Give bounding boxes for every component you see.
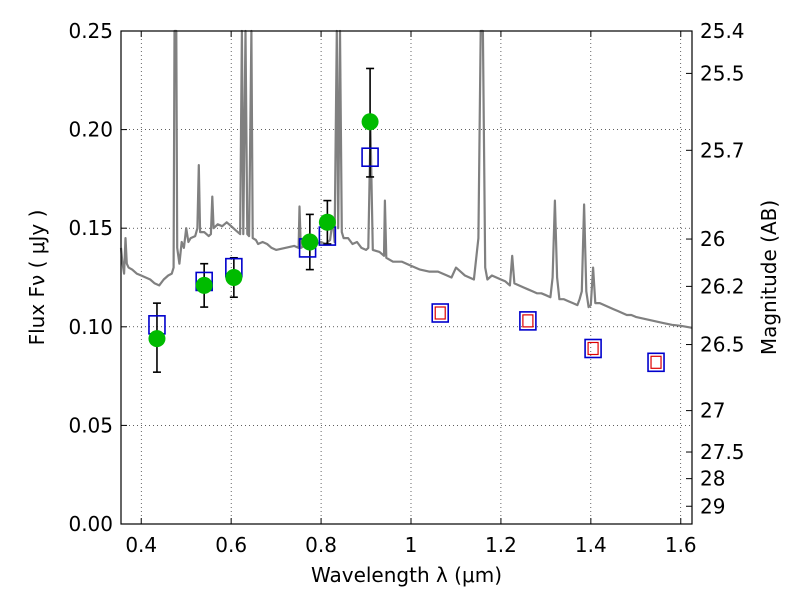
observed-photometry <box>148 113 379 348</box>
right-tick-label: 26 <box>700 227 725 251</box>
y-tick-label: 0.25 <box>68 19 113 43</box>
axis-ticks <box>121 30 692 525</box>
model-spectrum-line <box>119 29 693 329</box>
y-tick-label: 0.10 <box>68 315 113 339</box>
y-tick-label: 0.05 <box>68 413 113 437</box>
x-tick-label: 1.6 <box>665 533 697 557</box>
y-tick-label: 0.15 <box>68 216 113 240</box>
x-tick-label: 1.2 <box>485 533 517 557</box>
synthetic-square <box>361 147 379 168</box>
right-tick-label: 26.2 <box>700 274 745 298</box>
predicted-square-outer <box>584 338 602 359</box>
x-tick-label: 1.4 <box>575 533 607 557</box>
x-tick-label: 1 <box>405 533 418 557</box>
predicted-square-inner <box>434 306 446 320</box>
predicted-square-inner <box>650 355 662 369</box>
y-tick-label: 0.00 <box>68 512 113 536</box>
right-tick-label: 25.4 <box>700 19 745 43</box>
right-tick-label: 27.5 <box>700 440 745 464</box>
x-tick-label: 0.4 <box>125 533 157 557</box>
right-tick-label: 28 <box>700 467 725 491</box>
right-axis-label: Magnitude (AB) <box>757 200 781 355</box>
tick-labels: 0.4 0.6 0.8 1 1.2 1.4 1.6 0.00 0.05 0.10 0.15 0.20 0… <box>68 19 744 557</box>
x-axis-label: Wavelength λ (μm) <box>311 563 502 587</box>
x-tick-label: 0.6 <box>215 533 247 557</box>
observed-point <box>225 269 243 286</box>
right-tick-label: 29 <box>700 494 725 518</box>
model-spectrum <box>119 29 693 329</box>
right-tick-label: 25.7 <box>700 138 745 162</box>
right-tick-label: 25.5 <box>700 61 745 85</box>
observed-point <box>301 233 319 251</box>
observed-point <box>195 276 213 294</box>
x-tick-label: 0.8 <box>305 533 337 557</box>
observed-point <box>148 330 166 348</box>
y-axis-label: Flux Fν ( μJy ) <box>25 210 49 346</box>
observed-point <box>361 113 379 131</box>
predicted-square-outer <box>647 352 665 373</box>
predicted-square-inner <box>522 314 534 328</box>
predicted-square-outer <box>431 303 450 323</box>
plot-frame <box>120 30 693 525</box>
observed-point <box>318 213 336 231</box>
right-tick-label: 27 <box>700 399 725 423</box>
right-tick-label: 26.5 <box>700 333 745 357</box>
y-tick-label: 0.20 <box>68 118 113 142</box>
predicted-square-outer <box>519 311 537 331</box>
predicted-square-inner <box>587 341 599 356</box>
synthetic-photometry <box>148 147 665 373</box>
